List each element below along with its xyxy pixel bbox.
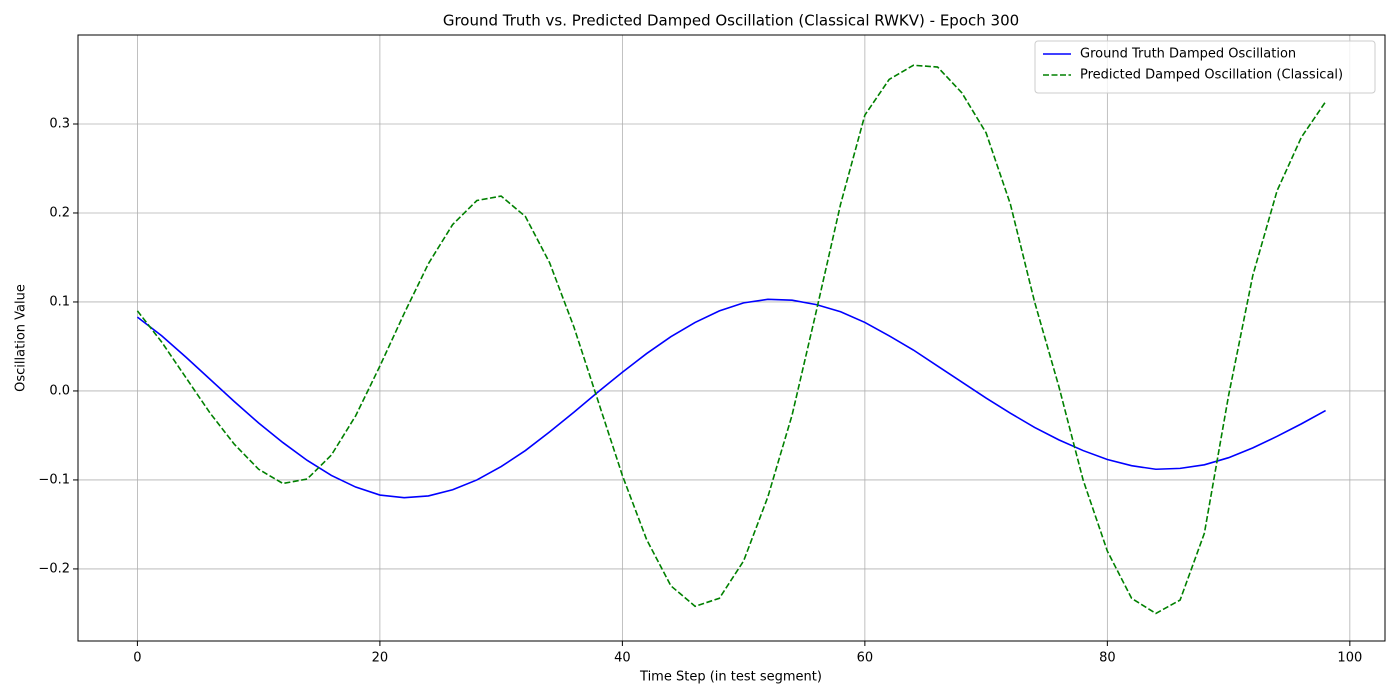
y-tick-label: 0.0 (49, 383, 70, 398)
x-tick-label: 100 (1337, 651, 1362, 666)
plot-frame (77, 34, 1386, 642)
x-tick-label: 20 (372, 651, 389, 666)
legend: Ground Truth Damped Oscillation Predicted… (1034, 40, 1376, 94)
x-tick-label: 40 (614, 651, 631, 666)
y-tick-label: 0.2 (49, 205, 70, 220)
data-line (136, 64, 1327, 615)
x-tick-label: 80 (1099, 651, 1116, 666)
x-axis-label: Time Step (in test segment) (639, 670, 822, 685)
x-tick-label: 0 (133, 651, 141, 666)
data-line (136, 298, 1326, 499)
chart-title: Ground Truth vs. Predicted Damped Oscill… (443, 12, 1019, 30)
x-tick-label: 60 (857, 651, 874, 666)
y-tick-label: 0.1 (49, 294, 70, 309)
y-tick-label: 0.3 (49, 116, 70, 131)
y-tick-label: −0.1 (38, 472, 70, 487)
legend-label: Predicted Damped Oscillation (Classical) (1080, 68, 1343, 83)
legend-label: Ground Truth Damped Oscillation (1080, 47, 1296, 62)
legend-box (1034, 40, 1376, 94)
y-tick-label: −0.2 (38, 561, 70, 576)
y-axis-label: Oscillation Value (14, 284, 29, 392)
